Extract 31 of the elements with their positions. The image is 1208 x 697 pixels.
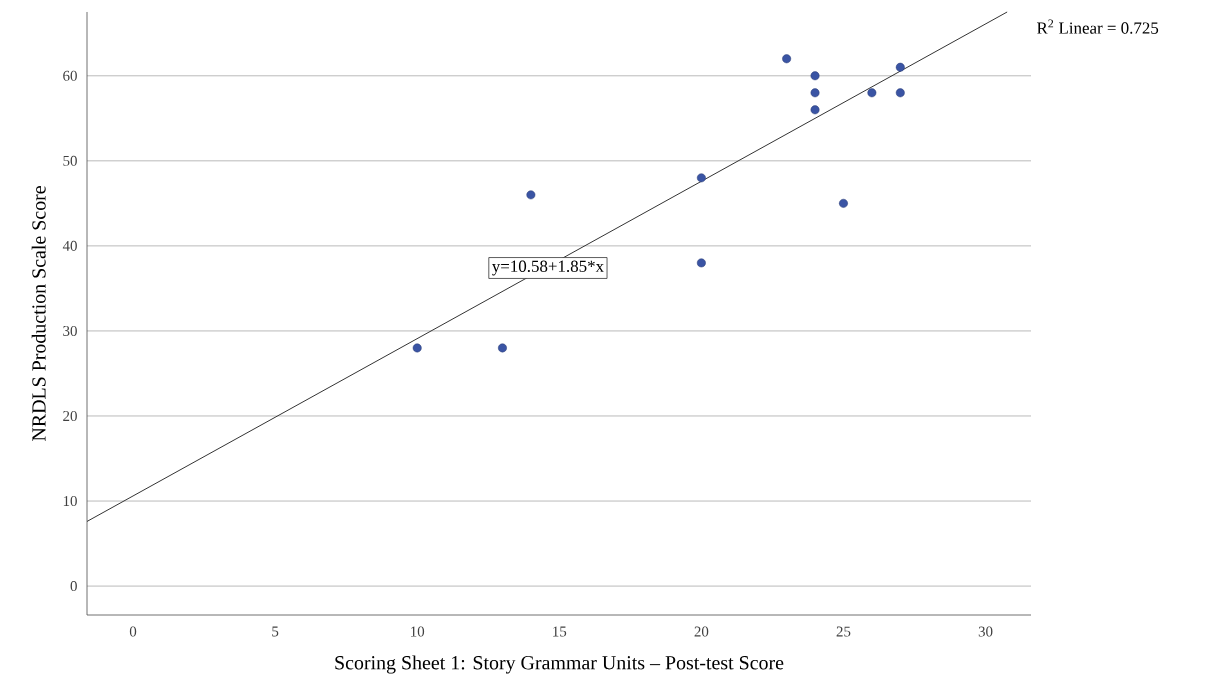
point xyxy=(895,88,905,98)
point xyxy=(412,343,422,353)
x-tick-label: 0 xyxy=(129,626,137,637)
y-tick-label: 40 xyxy=(62,240,77,251)
y-tick-label: 20 xyxy=(63,410,77,422)
y-tick-label: 10 xyxy=(63,495,77,507)
y-tick-label: 30 xyxy=(63,325,77,336)
point xyxy=(696,258,706,268)
point xyxy=(782,54,792,64)
x-tick-label: 30 xyxy=(978,626,993,637)
x-axis-title: Scoring Sheet 1: Story Grammar Units – Post-test Score xyxy=(335,655,784,674)
annotation: y=10.58+1.85*x xyxy=(492,260,604,276)
x-tick-label: 5 xyxy=(272,626,279,637)
x-tick-label: 15 xyxy=(553,626,567,637)
point xyxy=(498,343,507,353)
x-tick-label: 25 xyxy=(836,626,851,637)
point xyxy=(810,71,820,81)
y-tick-label: 50 xyxy=(63,155,77,166)
point xyxy=(810,88,820,98)
point xyxy=(895,62,905,72)
point xyxy=(696,173,706,183)
point xyxy=(867,88,877,98)
x-tick-label: 20 xyxy=(694,626,709,637)
x-tick-label: 10 xyxy=(411,626,425,637)
point xyxy=(839,198,848,208)
point xyxy=(526,190,536,200)
point xyxy=(810,105,820,115)
y-axis-title: NRDLS Production Scale Score xyxy=(31,186,46,442)
text: R$^{2}$ Linear = 0.725 xyxy=(1037,19,1159,34)
y-tick-label: 60 xyxy=(63,70,77,81)
y-tick-label: 0 xyxy=(70,581,77,592)
